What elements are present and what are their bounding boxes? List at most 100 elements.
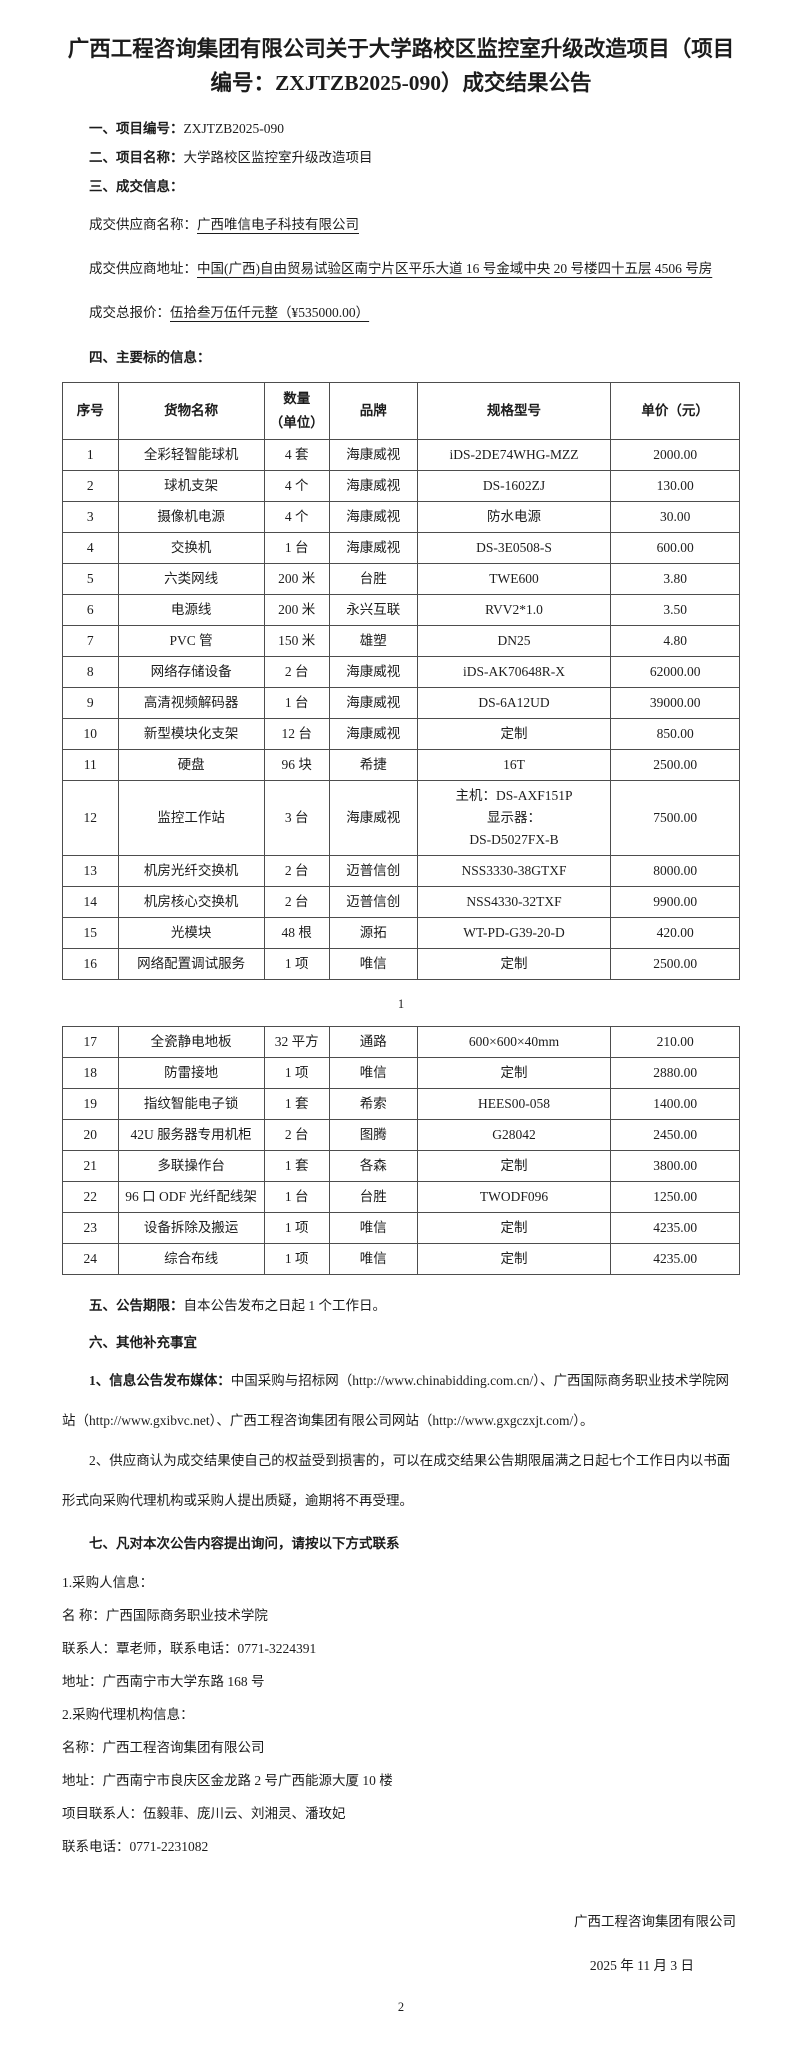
- cell-brand: 迈普信创: [328, 886, 418, 918]
- cell-no: 8: [62, 656, 119, 688]
- cell-model: 定制: [416, 1243, 612, 1275]
- note-media-label: 1、信息公告发布媒体：: [89, 1373, 231, 1388]
- cell-name: 摄像机电源: [117, 501, 265, 533]
- table-row: 3 摄像机电源 4 个海康威视 防水电源 30.00: [62, 501, 740, 533]
- cell-model: iDS-AK70648R-X: [416, 656, 612, 688]
- table-row: 6 电源线 200 米永兴互联 RVV2*1.0 3.50: [62, 594, 740, 626]
- table-header-row: 序号 货物名称 数量 （单位） 品牌 规格型号 单价（元）: [62, 382, 740, 440]
- cell-brand: 源拓: [328, 917, 418, 949]
- cell-brand: 台胜: [328, 1181, 418, 1213]
- cell-brand: 海康威视: [328, 501, 418, 533]
- note-media-value: 中国采购与招标网（http://www.chinabidding.com.cn/…: [62, 1373, 729, 1428]
- cell-brand: 永兴互联: [328, 594, 418, 626]
- cell-brand: 海康威视: [328, 687, 418, 719]
- cell-model: TWODF096: [416, 1181, 612, 1213]
- section-project-number-label: 一、项目编号：: [89, 121, 184, 136]
- cell-no: 3: [62, 501, 119, 533]
- cell-no: 5: [62, 563, 119, 595]
- cell-price: 2500.00: [610, 749, 740, 781]
- cell-no: 12: [62, 780, 119, 856]
- cell-qty: 4 个: [263, 470, 330, 502]
- cell-model: 定制: [416, 718, 612, 750]
- cell-name: 网络存储设备: [117, 656, 265, 688]
- cell-no: 10: [62, 718, 119, 750]
- cell-qty: 1 套: [263, 1150, 330, 1182]
- cell-name: 电源线: [117, 594, 265, 626]
- cell-brand: 海康威视: [328, 718, 418, 750]
- items-table-continued: 17 全瓷静电地板 32 平方 通路 600×600×40mm 210.00 18 防雷接地 1…: [62, 1026, 740, 1275]
- cell-name: 高清视频解码器: [117, 687, 265, 719]
- cell-name: 设备拆除及搬运: [117, 1212, 265, 1244]
- cell-name: 监控工作站: [117, 780, 265, 856]
- table-row: 4 交换机 1 台海康威视 DS-3E0508-S 600.00: [62, 532, 740, 564]
- cell-no: 19: [62, 1088, 119, 1120]
- signature-block: 广西工程咨询集团有限公司 2025 年 11 月 3 日: [62, 1907, 740, 1981]
- signature-org: 广西工程咨询集团有限公司: [574, 1914, 736, 1929]
- cell-name: 指纹智能电子锁: [117, 1088, 265, 1120]
- cell-name: 综合布线: [117, 1243, 265, 1275]
- cell-no: 24: [62, 1243, 119, 1275]
- supplier-address-value: 中国(广西)自由贸易试验区南宁片区平乐大道 16 号金域中央 20 号楼四十五层…: [197, 261, 713, 276]
- cell-name: 全瓷静电地板: [117, 1026, 265, 1058]
- cell-qty: 3 台: [263, 780, 330, 856]
- cell-name: 交换机: [117, 532, 265, 564]
- supplier-name-label: 成交供应商名称：: [89, 217, 197, 232]
- cell-name: 防雷接地: [117, 1057, 265, 1089]
- table-row: 14 机房核心交换机 2 台迈普信创 NSS4330-32TXF 9900.00: [62, 886, 740, 918]
- cell-qty: 1 项: [263, 1243, 330, 1275]
- supplier-name-value: 广西唯信电子科技有限公司: [197, 217, 359, 232]
- cell-price: 3.80: [610, 563, 740, 595]
- page-title: 广西工程咨询集团有限公司关于大学路校区监控室升级改造项目（项目编号：ZXJTZB…: [67, 37, 735, 95]
- cell-no: 13: [62, 855, 119, 887]
- cell-qty: 1 台: [263, 687, 330, 719]
- cell-qty: 96 块: [263, 749, 330, 781]
- cell-name: 机房光纤交换机: [117, 855, 265, 887]
- cell-qty: 1 项: [263, 1212, 330, 1244]
- cell-model: 定制: [416, 1057, 612, 1089]
- cell-model: WT-PD-G39-20-D: [416, 917, 612, 949]
- cell-no: 9: [62, 687, 119, 719]
- table-row: 2 球机支架 4 个海康威视 DS-1602ZJ 130.00: [62, 470, 740, 502]
- signature-date: 2025 年 11 月 3 日: [589, 1958, 694, 1973]
- cell-no: 6: [62, 594, 119, 626]
- col-header-model: 规格型号: [416, 382, 612, 440]
- col-header-brand: 品牌: [328, 382, 418, 440]
- agency-name: 名称：广西工程咨询集团有限公司: [62, 1740, 265, 1755]
- section-project-name-label: 二、项目名称：: [89, 150, 184, 165]
- cell-brand: 海康威视: [328, 656, 418, 688]
- cell-no: 11: [62, 749, 119, 781]
- cell-qty: 2 台: [263, 1119, 330, 1151]
- table-row: 11 硬盘 96 块希捷 16T 2500.00: [62, 749, 740, 781]
- cell-price: 62000.00: [610, 656, 740, 688]
- table-row: 23 设备拆除及搬运 1 项唯信 定制 4235.00: [62, 1212, 740, 1244]
- cell-model: TWE600: [416, 563, 612, 595]
- cell-qty: 200 米: [263, 563, 330, 595]
- cell-no: 1: [62, 439, 119, 471]
- cell-brand: 唯信: [328, 948, 418, 980]
- items-table-page1: 序号 货物名称 数量 （单位） 品牌 规格型号 单价（元） 1 全彩轻智能球机 4 …: [62, 382, 740, 980]
- cell-qty: 1 套: [263, 1088, 330, 1120]
- section-contact-heading: 七、凡对本次公告内容提出询问，请按以下方式联系: [89, 1536, 400, 1551]
- cell-no: 14: [62, 886, 119, 918]
- table-row: 12 监控工作站 3 台海康威视 主机：DS-AXF151P 显示器： DS-D502…: [62, 780, 740, 856]
- cell-model: 16T: [416, 749, 612, 781]
- cell-brand: 唯信: [328, 1243, 418, 1275]
- cell-brand: 雄塑: [328, 625, 418, 657]
- agency-address: 地址：广西南宁市良庆区金龙路 2 号广西能源大厦 10 楼: [62, 1773, 393, 1788]
- cell-no: 23: [62, 1212, 119, 1244]
- section-items-heading: 四、主要标的信息：: [89, 350, 211, 365]
- cell-model: HEES00-058: [416, 1088, 612, 1120]
- cell-price: 420.00: [610, 917, 740, 949]
- cell-brand: 迈普信创: [328, 855, 418, 887]
- cell-price: 4235.00: [610, 1212, 740, 1244]
- table-row: 15 光模块 48 根源拓 WT-PD-G39-20-D 420.00: [62, 917, 740, 949]
- buyer-info-heading: 1.采购人信息：: [62, 1575, 154, 1590]
- cell-price: 30.00: [610, 501, 740, 533]
- cell-qty: 48 根: [263, 917, 330, 949]
- cell-brand: 海康威视: [328, 470, 418, 502]
- cell-price: 2500.00: [610, 948, 740, 980]
- cell-no: 16: [62, 948, 119, 980]
- table-row: 13 机房光纤交换机 2 台迈普信创 NSS3330-38GTXF 8000.00: [62, 855, 740, 887]
- cell-model: DS-3E0508-S: [416, 532, 612, 564]
- cell-price: 1250.00: [610, 1181, 740, 1213]
